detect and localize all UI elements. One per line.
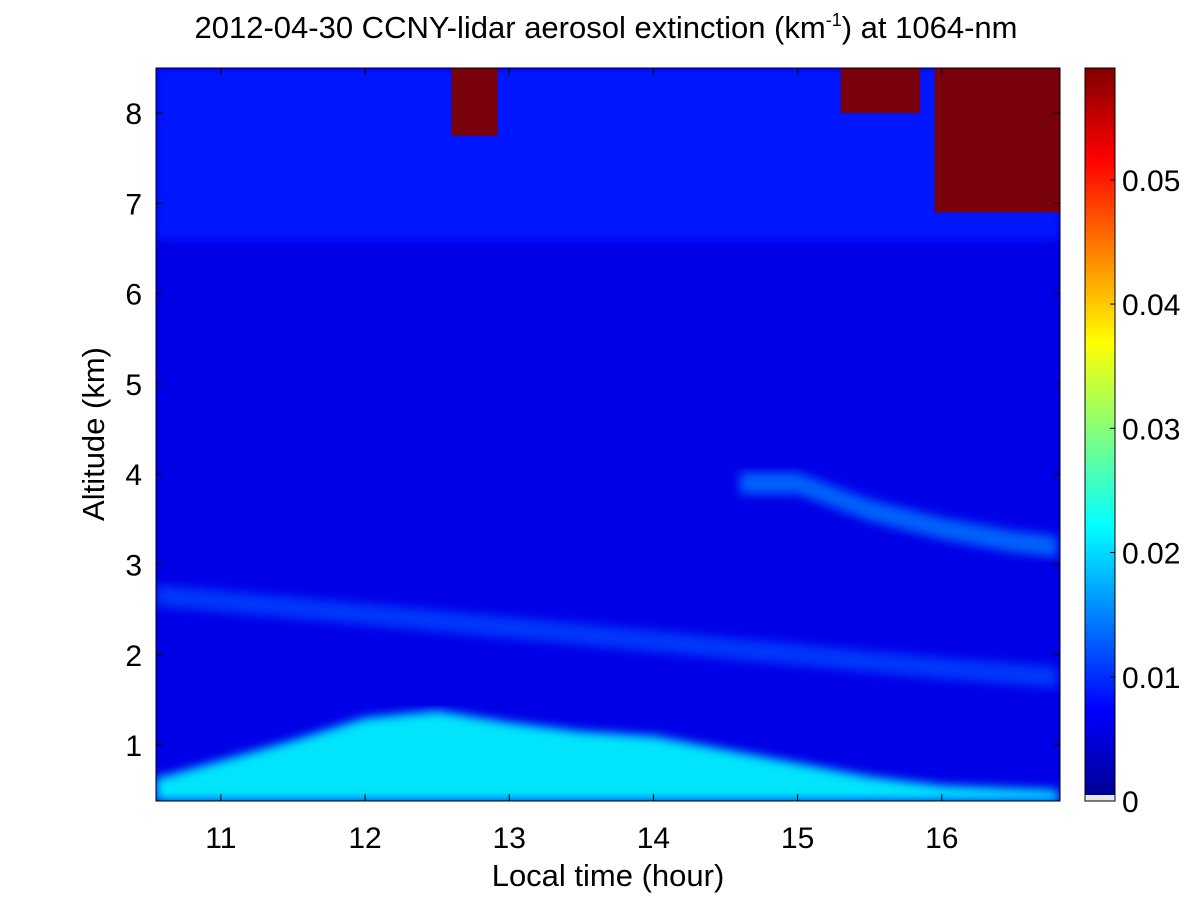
chart-title-tail: ) at 1064-nm xyxy=(841,10,1018,45)
colorbar-tick-label: 0.04 xyxy=(1122,289,1180,322)
y-tick-label: 6 xyxy=(125,279,142,312)
heatmap-feature-1 xyxy=(156,585,1058,689)
heatmap xyxy=(156,68,1060,801)
x-tick-label: 11 xyxy=(205,822,236,855)
y-tick-label: 4 xyxy=(125,459,142,492)
heatmap-feature-5 xyxy=(451,68,498,136)
heatmap-feature-3 xyxy=(934,68,1060,213)
y-tick-label: 1 xyxy=(125,730,142,763)
colorbar: 0 0.01 0.02 0.03 0.04 0.05 xyxy=(1084,67,1180,819)
y-tick-label: 2 xyxy=(125,640,142,673)
y-tick-label: 7 xyxy=(125,188,142,221)
heatmap-upper-haze xyxy=(156,68,1060,240)
chart-title-superscript: -1 xyxy=(825,10,842,30)
y-axis-label: Altitude (km) xyxy=(76,347,111,521)
y-tick-label: 8 xyxy=(125,98,142,131)
heatmap-feature-0 xyxy=(156,710,1060,801)
x-axis-label: Local time (hour) xyxy=(492,858,725,893)
y-tick-label: 3 xyxy=(125,549,142,582)
heatmap-feature-2 xyxy=(739,472,1058,558)
colorbar-frame xyxy=(1084,67,1116,802)
colorbar-zero-bin xyxy=(1085,795,1115,801)
colorbar-tick-label: 0.02 xyxy=(1122,538,1180,571)
colorbar-tick-label: 0 xyxy=(1122,786,1139,819)
chart-title-main: 2012-04-30 CCNY-lidar aerosol extinction… xyxy=(194,10,826,45)
colorbar-tick-label: 0.05 xyxy=(1122,165,1180,198)
colorbar-tick-label: 0.03 xyxy=(1122,413,1180,446)
x-tick-label: 15 xyxy=(781,822,814,855)
x-tick-label: 12 xyxy=(348,822,381,855)
x-tick-label: 16 xyxy=(925,822,958,855)
colorbar-tick-label: 0.01 xyxy=(1122,662,1180,695)
plot-frame xyxy=(155,67,1061,802)
heatmap-feature-4 xyxy=(840,68,921,114)
colorbar-ramp xyxy=(1085,68,1115,801)
x-tick-label: 13 xyxy=(493,822,526,855)
y-tick-label: 5 xyxy=(125,369,142,402)
chart-title: 2012-04-30 CCNY-lidar aerosol extinction… xyxy=(0,8,1200,48)
x-tick-label: 14 xyxy=(637,822,670,855)
